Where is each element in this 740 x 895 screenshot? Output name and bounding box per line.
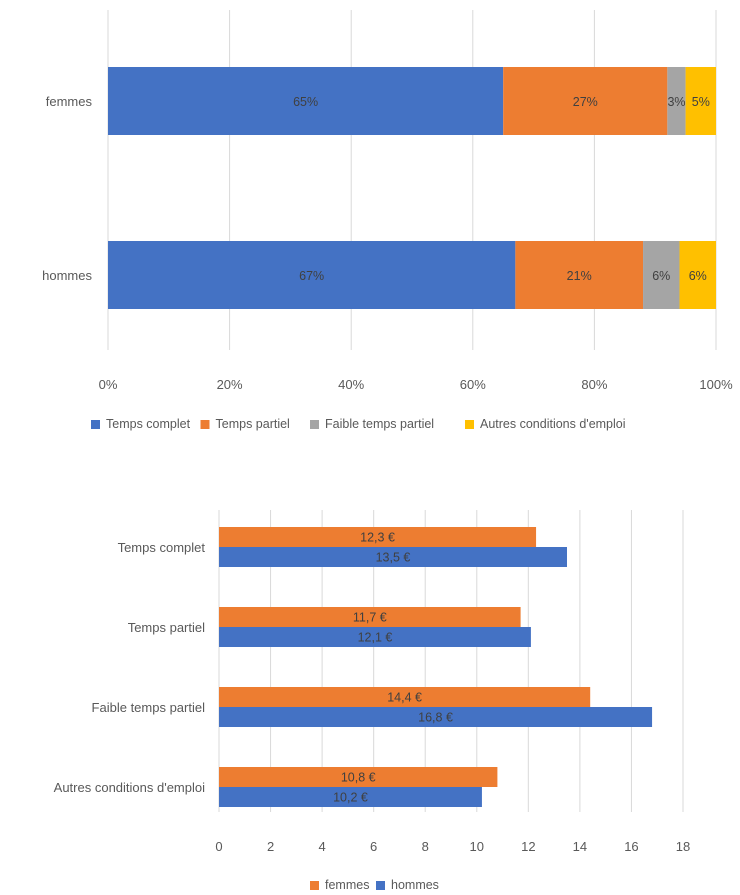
bar-segment <box>108 67 504 135</box>
bar-segment <box>679 241 716 309</box>
data-label: 21% <box>567 269 592 283</box>
chart-hourly-wage: 0 2 4 6 8 10 12 14 16 18 Temps complet 12,3 € 13,5 €… <box>54 510 690 892</box>
bar-segment <box>515 241 644 309</box>
x-tick-label: 10 <box>470 839 484 854</box>
legend-label: Autres conditions d'emploi <box>480 417 626 431</box>
x-tick-label: 2 <box>267 839 274 854</box>
legend-swatch <box>310 420 319 429</box>
legend-swatch <box>310 881 319 890</box>
bar <box>219 707 653 727</box>
data-label: 27% <box>573 95 598 109</box>
data-label: 10,2 € <box>333 791 368 805</box>
bar-segment <box>643 241 680 309</box>
x-tick-label: 100% <box>699 377 733 392</box>
legend-label: Faible temps partiel <box>325 417 434 431</box>
legend-label: hommes <box>391 878 439 892</box>
data-label: 12,1 € <box>358 631 393 645</box>
category-label: Autres conditions d'emploi <box>54 780 205 795</box>
data-label: 65% <box>293 95 318 109</box>
data-label: 16,8 € <box>418 711 453 725</box>
bar <box>219 527 537 547</box>
x-tick-label: 14 <box>573 839 587 854</box>
bar-segment <box>108 241 516 309</box>
category-label: Temps partiel <box>128 620 205 635</box>
x-tick-label: 0 <box>215 839 222 854</box>
category-label: hommes <box>42 268 92 283</box>
bar-segment <box>667 67 686 135</box>
x-tick-label: 4 <box>318 839 325 854</box>
bar-segment <box>503 67 668 135</box>
data-label: 6% <box>689 269 707 283</box>
data-label: 14,4 € <box>387 691 422 705</box>
bar <box>219 627 531 647</box>
x-tick-label: 40% <box>338 377 364 392</box>
x-tick-label: 6 <box>370 839 377 854</box>
category-label: Faible temps partiel <box>92 700 206 715</box>
data-label: 12,3 € <box>360 531 395 545</box>
data-label: 5% <box>692 95 710 109</box>
legend-swatch <box>200 420 210 429</box>
x-tick-label: 12 <box>521 839 535 854</box>
bar <box>219 607 521 627</box>
legend-swatch <box>91 420 100 429</box>
bar <box>219 547 567 567</box>
data-label: 6% <box>652 269 670 283</box>
chart-employment-share: 0% 20% 40% 60% 80% 100% femmes 65% 27% 3% 5% hommes… <box>42 10 733 431</box>
data-label: 13,5 € <box>376 551 411 565</box>
legend-swatch <box>376 881 385 890</box>
legend-label: Temps partiel <box>216 417 290 431</box>
category-label: femmes <box>46 94 93 109</box>
legend-swatch <box>465 420 474 429</box>
data-label: 67% <box>299 269 324 283</box>
data-label: 10,8 € <box>341 771 376 785</box>
x-tick-label: 60% <box>460 377 486 392</box>
legend-label: femmes <box>325 878 369 892</box>
data-label: 11,7 € <box>353 611 387 625</box>
data-label: 3% <box>667 95 685 109</box>
x-tick-label: 80% <box>581 377 607 392</box>
x-tick-label: 18 <box>676 839 690 854</box>
legend-label: Temps complet <box>106 417 191 431</box>
bar <box>219 687 591 707</box>
bar-segment <box>685 67 716 135</box>
bar <box>219 787 482 807</box>
category-label: Temps complet <box>118 540 206 555</box>
x-tick-label: 20% <box>217 377 243 392</box>
x-tick-label: 8 <box>422 839 429 854</box>
x-tick-label: 0% <box>99 377 118 392</box>
x-tick-label: 16 <box>624 839 638 854</box>
bar <box>219 767 498 787</box>
